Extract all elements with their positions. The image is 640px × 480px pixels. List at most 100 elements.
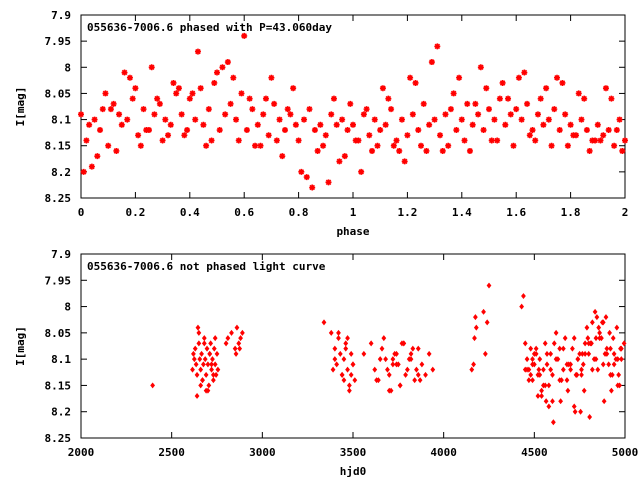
data-point	[347, 100, 354, 107]
data-point	[601, 398, 607, 405]
data-point	[132, 85, 139, 92]
data-point	[279, 153, 286, 160]
data-point	[80, 168, 87, 175]
y-tick-label: 8.25	[45, 432, 72, 445]
data-point	[386, 387, 392, 394]
data-point	[282, 127, 288, 134]
data-point	[401, 158, 408, 165]
data-point	[99, 106, 106, 113]
chart-title: 055636-7006.6 not phased light curve	[87, 260, 326, 273]
data-point	[352, 377, 358, 384]
data-point	[205, 106, 212, 113]
data-point	[325, 179, 332, 186]
data-point	[394, 361, 399, 368]
data-point	[580, 361, 586, 368]
data-point	[336, 335, 341, 342]
data-point	[191, 350, 196, 357]
data-point	[311, 127, 318, 134]
data-point	[352, 137, 359, 144]
data-point	[544, 361, 550, 368]
data-point	[543, 85, 550, 92]
data-point	[210, 356, 215, 363]
data-point	[539, 392, 544, 399]
data-point	[215, 366, 221, 373]
data-point	[276, 116, 283, 123]
data-point	[201, 361, 206, 368]
data-point	[407, 74, 414, 81]
data-point	[483, 85, 490, 92]
data-point	[614, 324, 620, 331]
data-point	[417, 377, 423, 384]
data-point	[306, 106, 313, 113]
data-point	[542, 382, 548, 389]
data-point	[209, 366, 214, 373]
data-point	[502, 121, 509, 128]
data-point	[224, 59, 231, 66]
data-point	[555, 356, 561, 363]
data-point	[298, 168, 305, 175]
data-point	[385, 366, 390, 373]
data-point	[439, 147, 446, 154]
data-point	[341, 153, 348, 160]
y-tick-label: 8.1	[51, 353, 71, 366]
data-point	[472, 100, 479, 107]
data-point	[621, 340, 627, 347]
data-point	[97, 127, 104, 134]
data-point	[88, 163, 95, 170]
data-point	[564, 377, 570, 384]
data-point	[481, 308, 486, 315]
data-point	[290, 85, 297, 92]
data-point	[434, 43, 441, 50]
data-point	[135, 132, 142, 139]
data-point	[204, 345, 210, 352]
data-point	[271, 100, 278, 107]
data-point	[403, 371, 408, 378]
data-point	[328, 329, 334, 336]
data-point	[129, 95, 136, 102]
data-point	[363, 106, 370, 113]
data-point	[236, 340, 242, 347]
data-point	[210, 377, 216, 384]
data-point	[348, 350, 354, 357]
data-point	[173, 90, 180, 97]
data-point	[557, 377, 563, 384]
data-point	[488, 137, 495, 144]
data-point	[336, 329, 341, 336]
data-point	[268, 74, 275, 81]
data-point	[447, 106, 454, 113]
data-point	[594, 121, 601, 128]
data-point	[126, 74, 133, 81]
data-point	[445, 142, 452, 149]
data-point	[398, 116, 405, 123]
data-point	[116, 111, 123, 118]
data-point	[165, 132, 172, 139]
x-tick-label: 3500	[340, 446, 367, 459]
data-point	[524, 100, 531, 107]
data-point	[608, 345, 613, 352]
data-point	[328, 111, 335, 118]
x-tick-label: 0	[78, 206, 85, 219]
data-point	[622, 137, 628, 144]
data-point	[83, 137, 90, 144]
data-point	[332, 345, 338, 352]
data-point	[137, 142, 144, 149]
data-point	[532, 137, 539, 144]
data-point	[616, 371, 622, 378]
data-point	[469, 366, 475, 373]
data-point	[542, 340, 548, 347]
data-point	[551, 106, 558, 113]
data-point	[198, 382, 204, 389]
x-tick-label: 1.2	[397, 206, 417, 219]
data-point	[194, 371, 200, 378]
data-point	[406, 356, 412, 363]
y-tick-label: 8.05	[45, 87, 72, 100]
data-point	[473, 324, 479, 331]
data-point	[209, 361, 214, 368]
data-point	[405, 366, 410, 373]
data-point	[524, 356, 530, 363]
data-point	[170, 79, 177, 86]
data-point	[546, 403, 552, 410]
data-point	[570, 345, 575, 352]
data-point	[105, 142, 112, 149]
data-point	[545, 116, 552, 123]
